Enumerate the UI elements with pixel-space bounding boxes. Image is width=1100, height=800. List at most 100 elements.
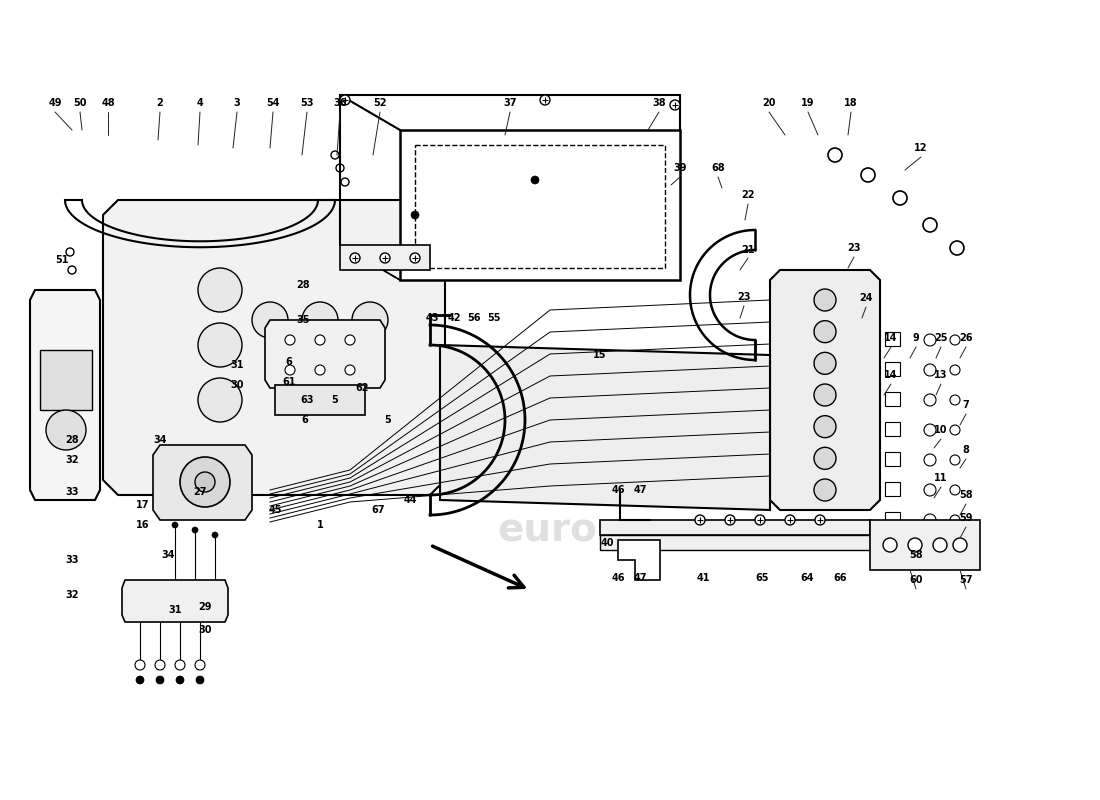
Circle shape xyxy=(170,596,179,604)
Text: 44: 44 xyxy=(404,495,417,505)
Bar xyxy=(886,332,900,346)
Circle shape xyxy=(893,191,907,205)
Circle shape xyxy=(814,447,836,470)
Text: 24: 24 xyxy=(859,293,872,303)
Bar xyxy=(886,422,900,436)
Circle shape xyxy=(345,335,355,345)
Circle shape xyxy=(950,455,960,465)
Circle shape xyxy=(331,151,339,159)
Circle shape xyxy=(350,253,360,263)
Text: 7: 7 xyxy=(962,400,969,410)
Circle shape xyxy=(950,545,960,555)
Text: 8: 8 xyxy=(962,445,969,455)
Text: 67: 67 xyxy=(372,505,385,515)
Bar xyxy=(886,362,900,376)
Circle shape xyxy=(950,425,960,435)
Polygon shape xyxy=(770,270,880,510)
Circle shape xyxy=(195,660,205,670)
Text: 37: 37 xyxy=(504,98,517,108)
Circle shape xyxy=(861,168,875,182)
Text: 49: 49 xyxy=(48,98,62,108)
Circle shape xyxy=(814,321,836,342)
Bar xyxy=(886,392,900,406)
Circle shape xyxy=(950,241,964,255)
Circle shape xyxy=(198,268,242,312)
Circle shape xyxy=(285,365,295,375)
Circle shape xyxy=(46,410,86,450)
Circle shape xyxy=(315,335,324,345)
Text: 31: 31 xyxy=(168,605,182,615)
Circle shape xyxy=(285,335,295,345)
Circle shape xyxy=(924,514,936,526)
Circle shape xyxy=(785,515,795,525)
Text: 34: 34 xyxy=(153,435,167,445)
Text: 65: 65 xyxy=(756,573,769,583)
Circle shape xyxy=(950,395,960,405)
Bar xyxy=(886,542,900,556)
Circle shape xyxy=(172,522,178,528)
Text: 48: 48 xyxy=(101,98,114,108)
Circle shape xyxy=(340,95,350,105)
Circle shape xyxy=(924,454,936,466)
Circle shape xyxy=(924,424,936,436)
Text: 28: 28 xyxy=(296,280,310,290)
Circle shape xyxy=(198,323,242,367)
Text: 27: 27 xyxy=(194,487,207,497)
Text: 40: 40 xyxy=(601,538,614,548)
Polygon shape xyxy=(153,445,252,520)
Text: 29: 29 xyxy=(198,602,211,612)
Text: 14: 14 xyxy=(884,370,898,380)
Circle shape xyxy=(883,538,896,552)
Text: 17: 17 xyxy=(136,500,150,510)
Text: 2: 2 xyxy=(156,98,164,108)
Circle shape xyxy=(924,364,936,376)
Text: 43: 43 xyxy=(426,313,439,323)
Text: 61: 61 xyxy=(283,377,296,387)
Polygon shape xyxy=(30,290,100,500)
Text: 30: 30 xyxy=(230,380,244,390)
Text: 53: 53 xyxy=(300,98,313,108)
Text: 54: 54 xyxy=(266,98,279,108)
Circle shape xyxy=(540,95,550,105)
Text: 31: 31 xyxy=(230,360,244,370)
Circle shape xyxy=(176,676,184,684)
Text: 3: 3 xyxy=(233,98,241,108)
Text: eurospares: eurospares xyxy=(497,511,742,549)
Circle shape xyxy=(814,384,836,406)
Text: 16: 16 xyxy=(136,520,150,530)
Text: 39: 39 xyxy=(673,163,686,173)
Circle shape xyxy=(953,538,967,552)
Bar xyxy=(886,482,900,496)
Text: 46: 46 xyxy=(612,573,625,583)
Text: 66: 66 xyxy=(834,573,847,583)
Circle shape xyxy=(136,676,144,684)
Circle shape xyxy=(302,302,338,338)
Circle shape xyxy=(950,365,960,375)
Text: 56: 56 xyxy=(468,313,481,323)
Text: 32: 32 xyxy=(65,455,79,465)
Text: 33: 33 xyxy=(65,555,79,565)
Circle shape xyxy=(908,538,922,552)
Circle shape xyxy=(315,365,324,375)
Circle shape xyxy=(379,253,390,263)
Text: 13: 13 xyxy=(934,370,948,380)
Circle shape xyxy=(815,515,825,525)
Text: 58: 58 xyxy=(959,490,972,500)
Text: 62: 62 xyxy=(355,383,368,393)
Circle shape xyxy=(191,596,199,604)
Text: 15: 15 xyxy=(593,350,607,360)
Text: 23: 23 xyxy=(737,292,750,302)
Circle shape xyxy=(933,538,947,552)
Text: 19: 19 xyxy=(801,98,815,108)
Text: 30: 30 xyxy=(198,625,211,635)
Text: 20: 20 xyxy=(762,98,776,108)
Text: 6: 6 xyxy=(286,357,293,367)
Text: 1: 1 xyxy=(317,520,323,530)
Polygon shape xyxy=(265,320,385,388)
Circle shape xyxy=(212,532,218,538)
Text: 22: 22 xyxy=(741,190,755,200)
Text: 23: 23 xyxy=(847,243,860,253)
Polygon shape xyxy=(600,520,870,535)
Circle shape xyxy=(175,660,185,670)
Text: 50: 50 xyxy=(74,98,87,108)
